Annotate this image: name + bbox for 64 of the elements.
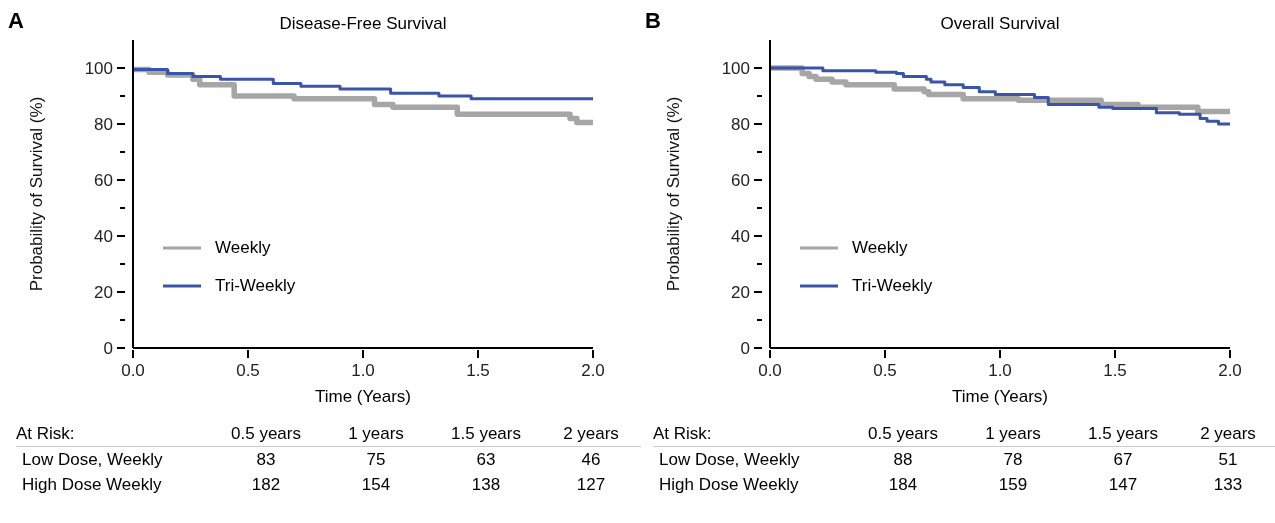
y-tick-label: 40 bbox=[94, 226, 113, 246]
text: B bbox=[645, 8, 661, 34]
text: 0.5 years bbox=[211, 421, 321, 447]
text: 182 bbox=[250, 474, 282, 496]
text: High Dose Weekly bbox=[658, 474, 800, 496]
text: 147 bbox=[1107, 474, 1139, 496]
x-tick-label: 0.5 bbox=[873, 360, 897, 380]
text: 127 bbox=[575, 474, 607, 496]
chart-title: Overall Survival bbox=[939, 14, 1061, 34]
y-tick-label: 20 bbox=[731, 282, 750, 302]
text: 154 bbox=[360, 474, 392, 496]
y-axis-title: Probability of Survival (%) bbox=[27, 96, 47, 292]
text: 75 bbox=[365, 449, 387, 471]
y-tick-label: 100 bbox=[84, 58, 113, 78]
y-tick-label: 20 bbox=[94, 282, 113, 302]
x-tick-label: 2.0 bbox=[1218, 360, 1242, 380]
x-tick-label: 0.0 bbox=[121, 360, 145, 380]
text: High Dose Weekly bbox=[21, 474, 163, 496]
text: 159 bbox=[997, 474, 1029, 496]
y-tick-label: 80 bbox=[731, 114, 750, 134]
x-tick-label: 1.0 bbox=[351, 360, 375, 380]
x-tick-label: 1.0 bbox=[988, 360, 1012, 380]
text: 1 years bbox=[321, 421, 431, 447]
y-tick-label: 0 bbox=[103, 338, 113, 358]
chart-title: Disease-Free Survival bbox=[278, 14, 448, 34]
text: 67 bbox=[1112, 449, 1134, 471]
text: 1.5 years bbox=[1068, 421, 1178, 447]
x-tick-label: 1.5 bbox=[1103, 360, 1127, 380]
text: At Risk: bbox=[16, 421, 211, 447]
legend-label: Weekly bbox=[852, 238, 908, 258]
legend-label: Tri-Weekly bbox=[215, 276, 296, 296]
text: 78 bbox=[1002, 449, 1024, 471]
text: Low Dose, Weekly bbox=[21, 449, 164, 471]
x-tick-label: 1.5 bbox=[466, 360, 490, 380]
text: 2 years bbox=[541, 421, 641, 447]
x-tick-label: 0.5 bbox=[236, 360, 260, 380]
y-tick-label: 60 bbox=[731, 170, 750, 190]
text: 0.5 years bbox=[848, 421, 958, 447]
y-tick-label: 0 bbox=[740, 338, 750, 358]
text: 1 years bbox=[958, 421, 1068, 447]
legend-label: Weekly bbox=[215, 238, 271, 258]
x-tick-label: 2.0 bbox=[581, 360, 605, 380]
text: 51 bbox=[1217, 449, 1239, 471]
text: At Risk: bbox=[653, 421, 848, 447]
y-tick-label: 60 bbox=[94, 170, 113, 190]
y-axis-title: Probability of Survival (%) bbox=[664, 96, 684, 292]
text: 83 bbox=[255, 449, 277, 471]
text: 88 bbox=[892, 449, 914, 471]
y-tick-label: 100 bbox=[721, 58, 750, 78]
text: 2 years bbox=[1178, 421, 1275, 447]
text: 46 bbox=[580, 449, 602, 471]
text: 1.5 years bbox=[431, 421, 541, 447]
y-tick-label: 40 bbox=[731, 226, 750, 246]
text: 63 bbox=[475, 449, 497, 471]
text: A bbox=[8, 8, 24, 34]
text: Low Dose, Weekly bbox=[658, 449, 801, 471]
text: 138 bbox=[470, 474, 502, 496]
y-tick-label: 80 bbox=[94, 114, 113, 134]
legend-label: Tri-Weekly bbox=[852, 276, 933, 296]
x-tick-label: 0.0 bbox=[758, 360, 782, 380]
x-axis-title: Time (Years) bbox=[313, 387, 412, 407]
text: 184 bbox=[887, 474, 919, 496]
text: 133 bbox=[1212, 474, 1244, 496]
x-axis-title: Time (Years) bbox=[950, 387, 1049, 407]
